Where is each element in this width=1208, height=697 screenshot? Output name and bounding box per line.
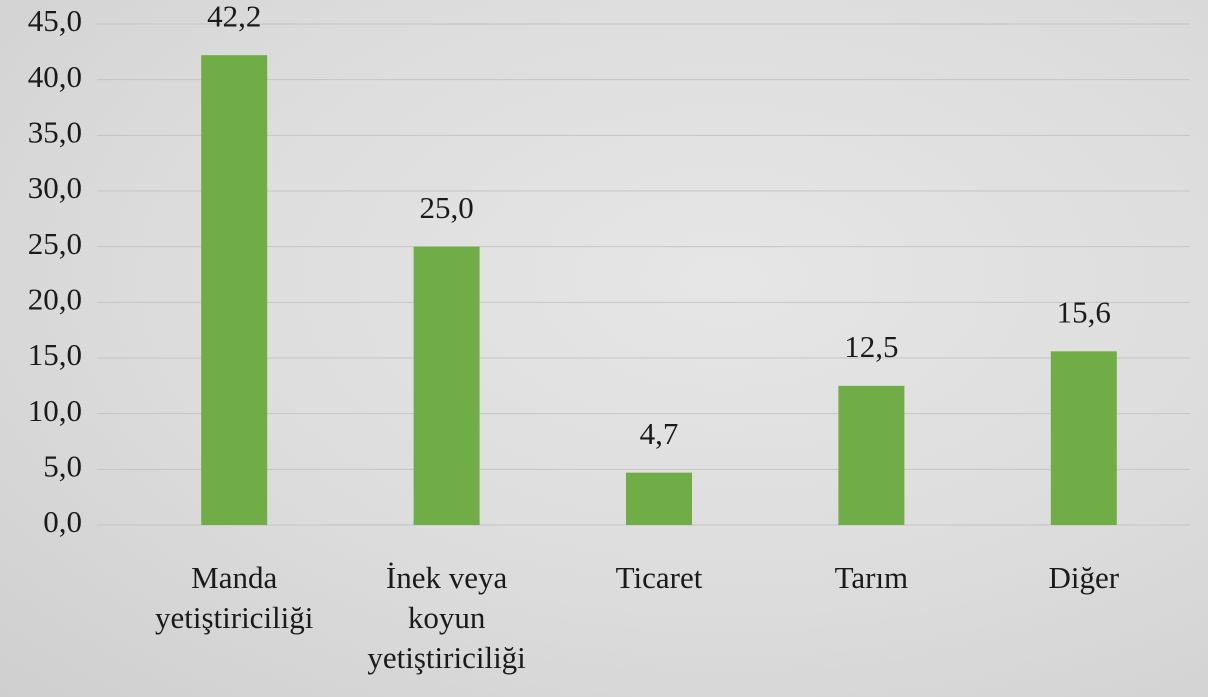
y-tick-label: 5,0 [43,448,82,483]
y-tick-label: 20,0 [28,281,82,316]
y-tick-label: 30,0 [28,170,82,205]
y-tick-label: 35,0 [28,114,82,149]
y-tick-label: 10,0 [28,393,82,428]
bar [201,55,267,525]
bar [414,247,480,525]
y-tick-label: 0,0 [43,504,82,539]
data-label: 4,7 [640,416,679,451]
x-tick-label: Manda yetiştiriciliği [134,558,334,638]
page: {"chart_data": {"type": "bar", "categori… [0,0,1208,697]
bar [1051,351,1117,525]
x-tick-label: Diğer [984,558,1184,598]
data-label: 12,5 [844,329,898,364]
bar [838,386,904,525]
bar [626,473,692,525]
x-tick-label: Ticaret [559,558,759,598]
y-tick-label: 40,0 [28,59,82,94]
x-tick-label: Tarım [771,558,971,598]
data-label: 42,2 [207,0,261,33]
data-label: 25,0 [419,190,473,225]
data-label: 15,6 [1057,294,1111,329]
y-tick-label: 45,0 [28,3,82,38]
y-tick-label: 15,0 [28,337,82,372]
x-tick-label: İnek veya koyun yetiştiriciliği [347,558,547,678]
y-tick-label: 25,0 [28,226,82,261]
